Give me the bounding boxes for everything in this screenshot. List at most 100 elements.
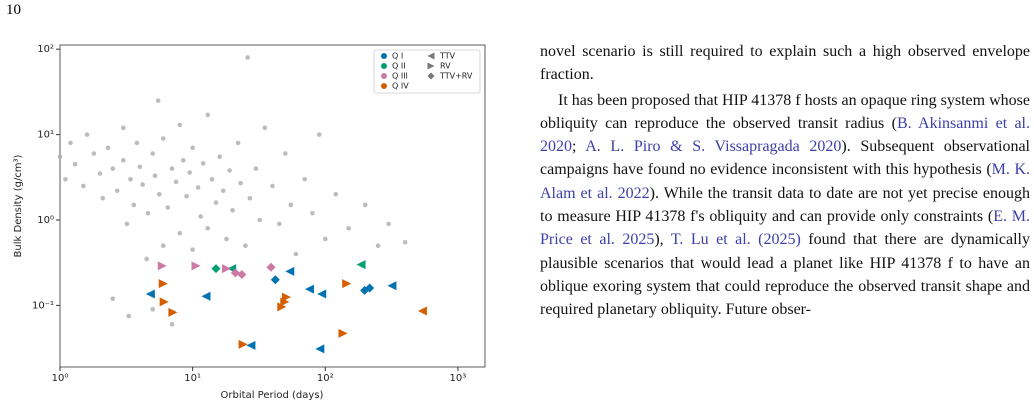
background-point [156,191,162,197]
background-point [220,188,226,194]
data-point [211,264,221,274]
x-tick-label: 10¹ [184,373,201,384]
text-run: ; [572,138,586,156]
background-point [270,183,275,189]
background-point [316,132,322,137]
legend-box [373,49,481,94]
text-run: ), [654,231,671,249]
background-point [177,122,183,128]
background-point [120,125,126,131]
citation[interactable]: B. Akinsanmi et al. 2020 [540,114,1031,156]
background-point [190,145,195,151]
background-point [169,322,175,327]
legend-marker [427,72,435,80]
background-point [346,225,351,231]
background-point [230,207,235,213]
x-axis-label: Orbital Period (days) [221,390,324,401]
legend-label: Q IV [392,82,409,91]
page-number: 10 [6,2,21,18]
legend-label: Q III [392,72,408,81]
data-point [304,284,314,294]
background-point [227,168,232,173]
y-tick-label: 10¹ [37,130,54,141]
background-point [333,191,339,197]
data-point [145,289,155,299]
data-point [317,289,327,299]
background-point [57,154,63,160]
citation[interactable]: A. L. Piro & S. Vissapragada 2020 [585,138,842,156]
data-point [356,260,366,270]
data-point [277,302,287,312]
x-tick-label: 10² [317,373,334,384]
background-point [110,296,116,301]
background-point [187,170,192,175]
text-run: found that there are dynamically plausib… [540,231,1031,319]
legend-label: TTV+RV [439,72,473,81]
background-point [247,195,253,201]
legend-label: Q I [392,52,403,61]
background-point [131,202,137,208]
data-point [230,268,240,278]
y-tick-label: 10² [37,44,54,55]
data-point [157,261,167,271]
background-point [283,151,288,156]
background-point [190,247,195,252]
background-point [310,210,315,216]
background-point [114,188,120,194]
background-point [144,256,149,262]
background-point [205,112,211,118]
data-point [246,340,256,350]
citation[interactable]: E. M. Price et al. 2025 [540,208,1030,249]
background-point [81,183,86,189]
background-point [375,243,381,249]
legend-label: TTV [439,52,456,61]
legend-marker [381,83,387,89]
background-point [126,313,132,319]
y-tick-label: 10⁰ [37,215,54,226]
background-point [140,182,145,187]
data-point [285,266,295,276]
background-point [322,236,328,242]
background-point [200,161,206,166]
background-point [253,166,259,171]
legend-marker [381,53,387,59]
background-point [257,217,262,223]
citation[interactable]: M. K. Alam et al. 2022 [540,161,1031,202]
background-point [137,164,143,170]
data-point [191,261,201,271]
background-point [100,195,106,201]
data-point [315,344,325,354]
background-point [84,132,90,137]
legend-marker [381,63,387,69]
background-point [386,221,391,227]
y-tick-label: 10⁻¹ [32,300,54,311]
background-point [72,161,78,167]
background-point [177,230,183,236]
background-point [120,158,126,163]
background-point [205,225,211,231]
text-run: ). Subsequent observational campaigns ha… [540,138,1031,179]
data-point [417,306,427,316]
background-point [150,307,156,312]
paragraph: It has been proposed that HIP 41378 f ho… [540,89,1030,322]
background-point [160,243,166,249]
background-point [145,210,151,216]
x-tick-label: 10⁰ [52,373,69,384]
data-point [360,285,370,295]
data-point [238,339,248,349]
text-run: ). While the transit data to date are no… [540,184,1031,226]
background-point [217,154,223,160]
text-run: novel scenario is still required to expl… [540,43,1030,84]
citation[interactable]: T. Lu et al. (2025) [670,231,801,249]
legend-marker [381,73,387,79]
background-point [245,55,250,60]
background-point [160,136,166,141]
data-point [159,297,169,307]
data-point [266,262,276,272]
background-point [402,239,408,245]
y-axis-label: Bulk Density (g/cm³) [13,154,24,257]
text-column: novel scenario is still required to expl… [540,40,1030,322]
data-point [158,279,168,289]
background-point [128,176,133,182]
